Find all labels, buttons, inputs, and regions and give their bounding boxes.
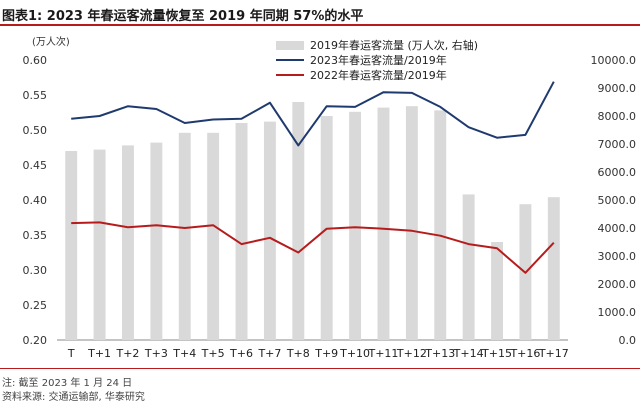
- x-tick-label: T+3: [144, 347, 168, 360]
- chart: 0.20 0.25 0.30 0.35 0.40 0.45 0.50 0.55 0.60 0.0 1…: [23, 54, 637, 360]
- right-tick-label: 7000.0: [598, 138, 637, 151]
- left-tick-label: 0.45: [23, 159, 48, 172]
- bar-2019: [65, 151, 78, 340]
- left-tick-label: 0.55: [23, 89, 48, 102]
- right-tick-label: 6000.0: [598, 166, 637, 179]
- x-tick-label: T+9: [314, 347, 338, 360]
- right-tick-label: 10000.0: [591, 54, 637, 67]
- bar-2019: [547, 197, 560, 340]
- left-tick-label: 0.60: [23, 54, 48, 67]
- x-tick-label: T+7: [257, 347, 281, 360]
- legend-swatch-2022: [276, 74, 304, 76]
- left-tick-label: 0.35: [23, 229, 48, 242]
- x-tick-label: T+6: [229, 347, 253, 360]
- legend-swatch-2019: [276, 40, 304, 50]
- legend-label-2023: 2023年春运客流量/2019年: [310, 54, 447, 67]
- legend-swatch-2023: [276, 59, 304, 61]
- x-tick-label: T+13: [424, 347, 455, 360]
- bar-2019: [263, 121, 276, 340]
- x-tick-label: T+14: [453, 347, 484, 360]
- x-tick-label: T+11: [368, 347, 399, 360]
- bar-2019: [491, 242, 503, 340]
- x-tick-label: T+5: [201, 347, 225, 360]
- bar-2019: [150, 142, 163, 340]
- bar-2019: [235, 123, 248, 340]
- footer-source: 资料来源: 交通运输部, 华泰研究: [2, 392, 145, 403]
- right-tick-label: 2000.0: [598, 278, 637, 291]
- legend-label-2019: 2019年春运客流量 (万人次, 右轴): [310, 39, 479, 52]
- bar-2019: [178, 132, 191, 340]
- title-bar: 图表1: 2023 年春运客流量恢复至 2019 年同期 57%的水平: [0, 0, 640, 26]
- x-tick-label: T+8: [286, 347, 310, 360]
- x-tick-label: T: [67, 347, 75, 360]
- chart-title: 图表1: 2023 年春运客流量恢复至 2019 年同期 57%的水平: [2, 9, 364, 24]
- x-tick-label: T+10: [339, 347, 370, 360]
- x-tick-label: T+16: [509, 347, 540, 360]
- legend-item-2023: 2023年春运客流量/2019年: [276, 53, 478, 67]
- right-tick-label: 3000.0: [598, 250, 637, 263]
- left-tick-label: 0.20: [23, 334, 48, 347]
- legend-item-2019: 2019年春运客流量 (万人次, 右轴): [276, 38, 478, 52]
- bar-2019: [349, 111, 362, 340]
- bar-2019: [434, 110, 447, 341]
- x-tick-label: T+4: [172, 347, 196, 360]
- footer-rule: [0, 368, 640, 369]
- legend-label-2022: 2022年春运客流量/2019年: [310, 69, 447, 82]
- right-tick-label: 0.0: [619, 334, 637, 347]
- bar-2019: [292, 102, 305, 340]
- right-tick-label: 1000.0: [598, 306, 637, 319]
- x-tick-label: T+2: [116, 347, 140, 360]
- bar-2019: [462, 194, 475, 340]
- bar-2019: [93, 149, 106, 340]
- x-tick-label: T+17: [538, 347, 569, 360]
- legend: 2019年春运客流量 (万人次, 右轴) 2023年春运客流量/2019年 20…: [276, 38, 478, 83]
- left-tick-label: 0.25: [23, 299, 48, 312]
- x-tick-label: T+12: [396, 347, 427, 360]
- left-tick-label: 0.30: [23, 264, 48, 277]
- bar-2019: [405, 106, 418, 340]
- x-tick-label: T+1: [87, 347, 111, 360]
- legend-item-2022: 2022年春运客流量/2019年: [276, 68, 478, 82]
- right-tick-label: 8000.0: [598, 110, 637, 123]
- left-axis-unit: (万人次): [32, 37, 70, 48]
- x-tick-label: T+15: [481, 347, 512, 360]
- right-tick-label: 4000.0: [598, 222, 637, 235]
- line-2023: [71, 81, 555, 147]
- bar-2019: [207, 132, 220, 340]
- left-tick-label: 0.50: [23, 124, 48, 137]
- right-tick-label: 9000.0: [598, 82, 637, 95]
- right-tick-label: 5000.0: [598, 194, 637, 207]
- title-rule: [0, 24, 640, 26]
- footer-note: 注: 截至 2023 年 1 月 24 日: [2, 378, 133, 389]
- bar-2019: [122, 145, 134, 340]
- line-2022: [71, 221, 555, 274]
- bar-2019: [377, 107, 390, 340]
- left-tick-label: 0.40: [23, 194, 48, 207]
